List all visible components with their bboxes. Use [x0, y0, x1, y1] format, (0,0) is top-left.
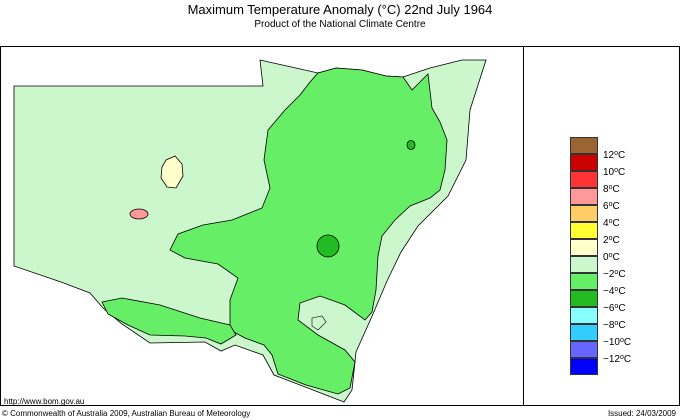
anomaly-zone-2-4 [160, 155, 184, 189]
legend-label: −2oC [603, 269, 626, 280]
legend-label: −4oC [603, 286, 626, 297]
legend-swatch [570, 188, 598, 205]
anomaly-zone-minus2-minus4 [169, 67, 448, 395]
legend-swatch [570, 239, 598, 256]
legend-swatch [570, 171, 598, 188]
legend-label: −12oC [603, 354, 632, 365]
legend-label: 10oC [603, 167, 626, 178]
legend-label: 12oC [603, 150, 626, 161]
legend-label: −6oC [603, 303, 626, 314]
legend-swatch [570, 290, 598, 307]
legend-swatch [570, 154, 598, 171]
issued-date: Issued: 24/03/2009 [607, 409, 676, 418]
anomaly-zone-minus2-minus4-south [101, 297, 237, 345]
legend-label: 6oC [603, 201, 620, 212]
anomaly-zone-minus4-minus6-north [406, 140, 416, 150]
lake-feature [311, 315, 327, 331]
legend-swatch [570, 205, 598, 222]
legend-label: 8oC [603, 184, 620, 195]
anomaly-zone-minus4-minus6-central [316, 234, 340, 258]
source-url[interactable]: http://www.bom.gov.au [4, 397, 85, 406]
legend-swatch [570, 222, 598, 239]
legend-label: −10oC [603, 337, 632, 348]
map-panel [0, 46, 524, 406]
legend-swatch [570, 137, 598, 154]
legend-swatch [570, 256, 598, 273]
legend-swatch [570, 273, 598, 290]
legend-label: 0oC [603, 252, 620, 263]
legend-label: 4oC [603, 218, 620, 229]
legend-swatch [570, 358, 598, 375]
legend-label: 2oC [603, 235, 620, 246]
map-title: Maximum Temperature Anomaly (°C) 22nd Ju… [187, 2, 493, 17]
anomaly-zone-6-8 [129, 208, 149, 220]
legend-label: −8oC [603, 320, 626, 331]
copyright-notice: © Commonwealth of Australia 2009, Austra… [2, 409, 251, 418]
legend-swatch [570, 324, 598, 341]
legend-swatch [570, 341, 598, 358]
legend-swatch [570, 307, 598, 324]
map-subtitle: Product of the National Climate Centre [254, 19, 426, 30]
